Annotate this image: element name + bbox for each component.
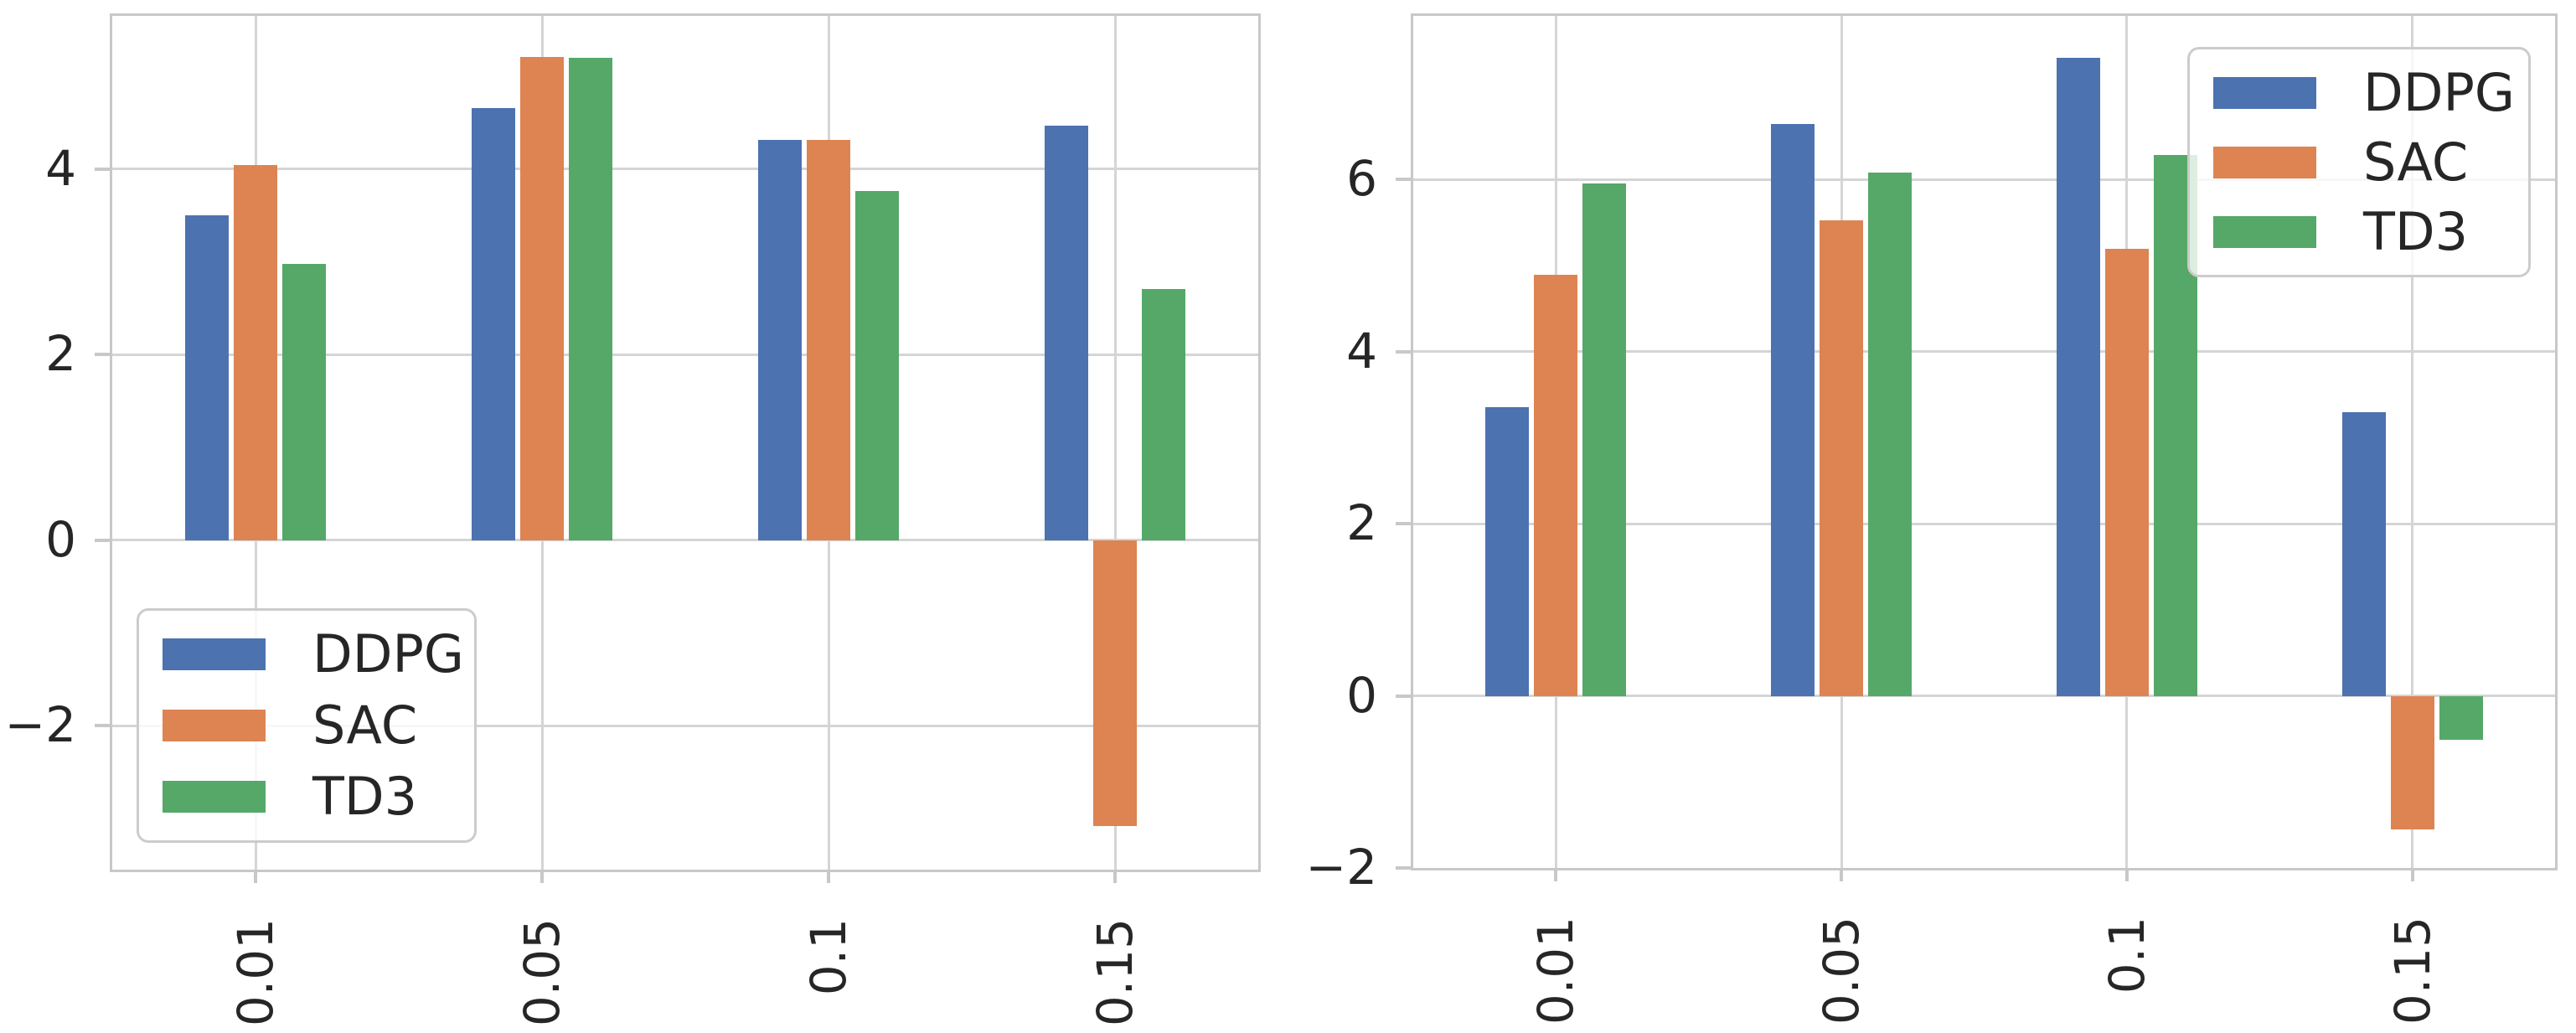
bar-sac-0.01: [1534, 275, 1578, 696]
y-tick-label: 2: [1346, 494, 1377, 552]
y-tick: [1396, 178, 1411, 182]
legend-entry-sac: SAC: [139, 694, 474, 756]
y-tick-label: 6: [1346, 150, 1377, 208]
bar-sac-0.15: [1093, 540, 1137, 826]
x-tick: [540, 870, 544, 883]
x-tick: [2124, 868, 2129, 881]
legend-label: DDPG: [2363, 61, 2515, 123]
gridline-y: [1413, 695, 2555, 698]
y-tick-label: 0: [45, 510, 76, 568]
legend-swatch-icon: [2213, 215, 2316, 248]
y-tick: [95, 538, 110, 542]
x-tick: [1840, 868, 1844, 881]
x-tick-label: 0.1: [2098, 917, 2155, 994]
y-tick: [1396, 866, 1411, 870]
bar-ddpg-0.01: [185, 215, 229, 540]
bar-sac-0.1: [2104, 249, 2149, 696]
x-tick-label: 0.15: [2383, 917, 2441, 1025]
y-tick-label: 2: [45, 325, 76, 383]
bar-sac-0.01: [234, 165, 277, 540]
y-tick-label: 4: [45, 139, 76, 197]
bar-sac-0.05: [520, 56, 564, 540]
bar-td3-0.05: [569, 57, 612, 540]
y-tick-label: 0: [1346, 666, 1377, 724]
bar-ddpg-0.1: [2056, 58, 2100, 696]
bar-td3-0.15: [2439, 695, 2483, 740]
bar-td3-0.1: [855, 191, 899, 540]
y-tick-label: 4: [1346, 322, 1377, 380]
legend-entry-ddpg: DDPG: [139, 627, 474, 682]
y-tick: [1396, 522, 1411, 526]
gridline-y: [112, 724, 1258, 727]
y-tick-label: −2: [1305, 839, 1378, 896]
plot-area: 6 4 2 0 −2 0.01 0.05 0.1 0.15 DDPG SAC TD3: [1306, 13, 2558, 1025]
x-tick: [1554, 868, 1558, 881]
x-tick: [2410, 868, 2414, 881]
legend-entry-td3: TD3: [139, 765, 474, 827]
gridline-y: [112, 353, 1258, 356]
y-tick: [1396, 694, 1411, 698]
legend-label: TD3: [2363, 200, 2469, 262]
x-tick-label: 0.1: [800, 918, 857, 996]
gridline-y: [1413, 350, 2555, 354]
bar-sac-0.15: [2390, 695, 2434, 829]
y-tick: [95, 724, 110, 728]
bar-td3-0.15: [1142, 288, 1185, 540]
gridline-x: [1113, 16, 1117, 870]
x-tick-label: 0.01: [1527, 917, 1585, 1025]
legend: DDPG SAC TD3: [2187, 47, 2531, 277]
bar-ddpg-0.15: [2341, 411, 2386, 696]
legend-label: SAC: [2363, 131, 2469, 193]
y-tick: [95, 167, 110, 171]
x-tick-label: 0.05: [514, 918, 570, 1027]
legend-swatch-icon: [163, 638, 266, 671]
legend-label: SAC: [312, 694, 418, 756]
bar-td3-0.01: [1582, 183, 1627, 696]
x-tick-label: 0.01: [227, 918, 284, 1027]
gridline-y: [1413, 178, 2555, 181]
gridline-x: [2411, 16, 2414, 868]
legend-swatch-icon: [163, 709, 266, 741]
bar-ddpg-0.01: [1485, 407, 1530, 696]
bar-ddpg-0.05: [472, 107, 515, 540]
bar-td3-0.05: [1868, 172, 1913, 696]
x-tick: [254, 870, 257, 883]
legend: DDPG SAC TD3: [137, 608, 477, 843]
bar-sac-0.1: [807, 140, 850, 540]
x-tick: [1113, 870, 1117, 883]
bar-td3-0.01: [282, 263, 326, 540]
x-tick-label: 0.05: [1813, 917, 1871, 1025]
legend-swatch-icon: [163, 780, 266, 813]
y-tick: [95, 353, 110, 357]
gridline-y: [112, 168, 1258, 171]
x-tick-label: 0.15: [1087, 918, 1143, 1027]
gridline-y: [112, 539, 1258, 542]
bar-ddpg-0.05: [1771, 124, 1815, 696]
legend-label: TD3: [312, 765, 418, 827]
bar-sac-0.05: [1820, 220, 1864, 696]
legend-entry-ddpg: DDPG: [2190, 65, 2528, 121]
y-tick: [1396, 349, 1411, 354]
bar-ddpg-0.1: [758, 140, 802, 540]
bar-ddpg-0.15: [1045, 125, 1088, 540]
legend-swatch-icon: [2213, 76, 2316, 109]
legend-entry-sac: SAC: [2190, 131, 2528, 193]
y-tick-label: −2: [4, 696, 77, 754]
legend-entry-td3: TD3: [2190, 204, 2528, 260]
legend-label: DDPG: [312, 623, 464, 685]
plot-area: 4 2 0 −2 0.01 0.05 0.1 0.15 DDPG SAC TD3: [5, 13, 1261, 1026]
legend-swatch-icon: [2213, 146, 2316, 178]
x-tick: [827, 870, 830, 883]
gridline-y: [1413, 522, 2555, 525]
